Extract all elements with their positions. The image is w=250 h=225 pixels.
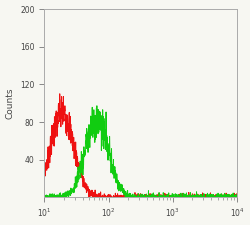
Y-axis label: Counts: Counts: [6, 88, 15, 119]
